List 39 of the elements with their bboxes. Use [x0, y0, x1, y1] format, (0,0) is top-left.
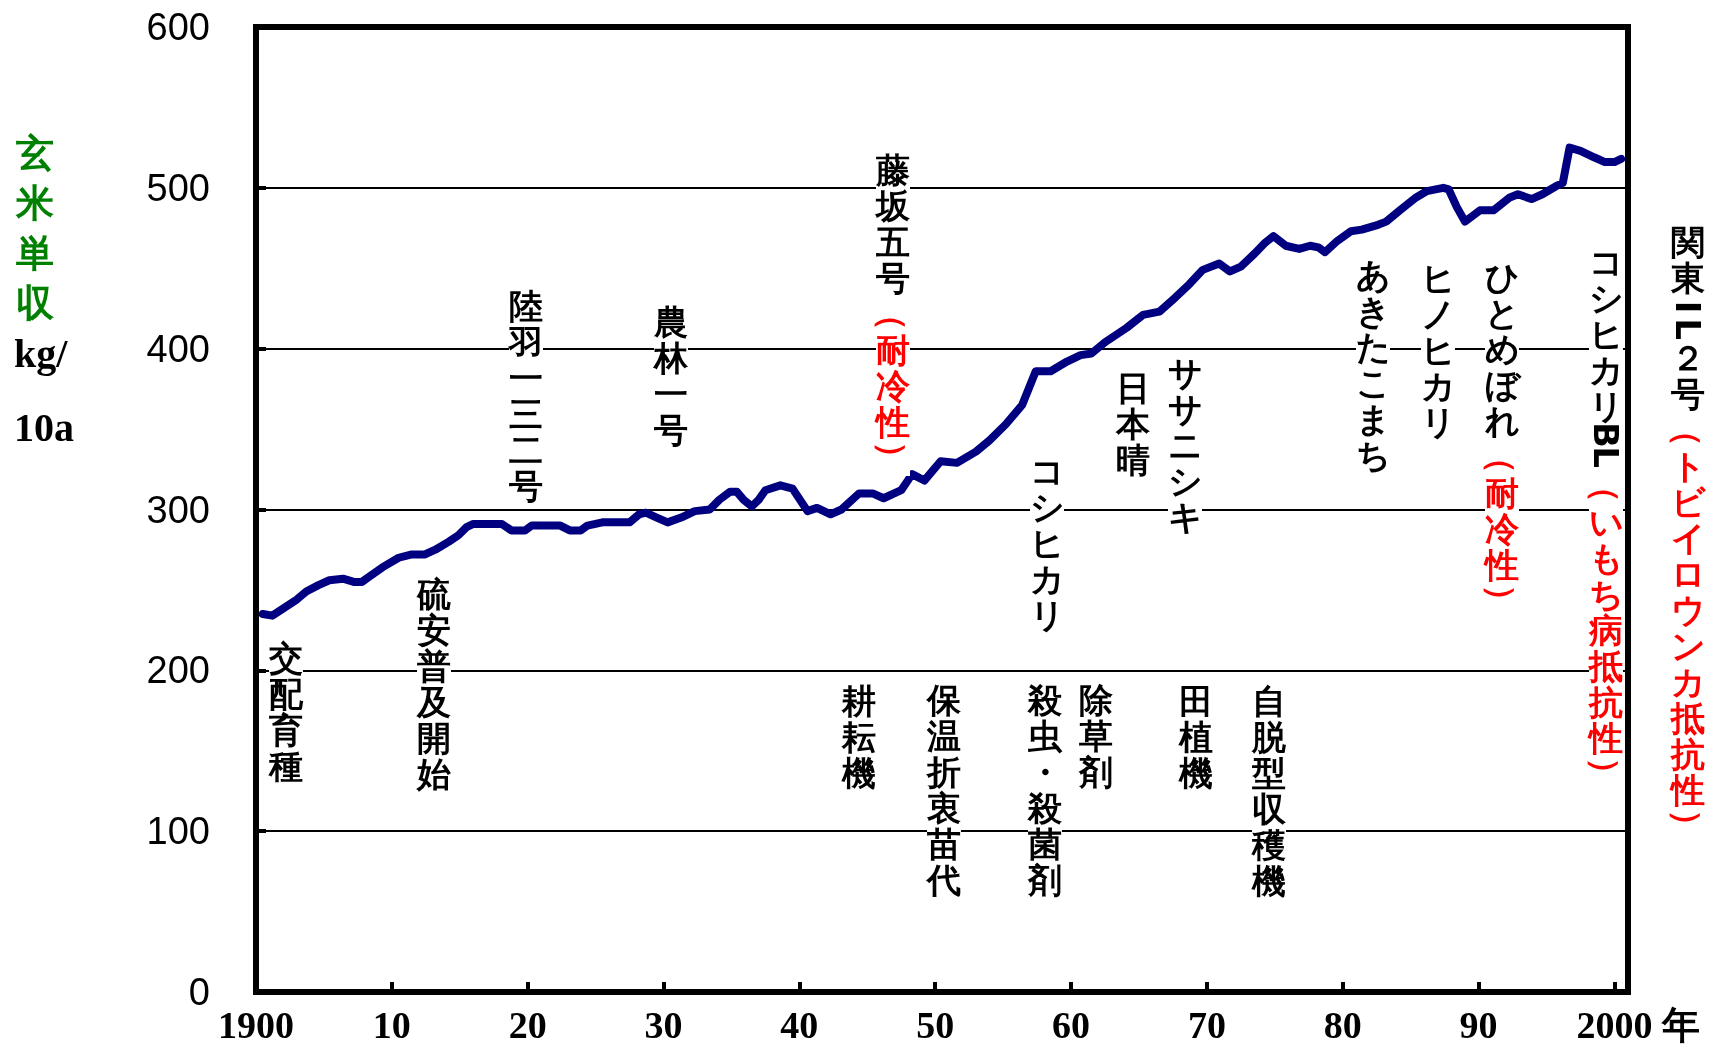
annotation: あきたこまち [1356, 255, 1391, 475]
text: 藤坂五号（耐冷性） [873, 150, 913, 475]
annotation: 田植機 [1179, 681, 1213, 793]
annotation: ヒノヒカリ [1421, 258, 1456, 442]
x-axis-title: 年 [1661, 1003, 1700, 1047]
y-tick-label: 200 [146, 649, 210, 692]
annotation: コシヒカリ [1030, 451, 1065, 635]
annotation: 殺虫・殺菌剤 [1028, 680, 1062, 900]
x-tick-label: 70 [1187, 1004, 1226, 1046]
x-tick-label: 60 [1052, 1004, 1091, 1046]
annotation: 日本晴 [1116, 368, 1150, 480]
x-tick-label: 1900 [218, 1004, 294, 1046]
y-tick-label: 600 [146, 6, 210, 48]
annotation: 交配育種 [269, 638, 303, 786]
y-tick-label: 100 [146, 810, 210, 853]
x-tick-label: 30 [644, 1004, 683, 1046]
x-tick-label: 2000 [1576, 1004, 1653, 1046]
x-tick-label: 10 [372, 1004, 411, 1046]
annotation: 除草剤 [1079, 680, 1113, 792]
y-tick-label: 500 [146, 166, 210, 209]
text: ひとめぼれ（耐冷性） [1482, 257, 1522, 618]
annotation: 農林一号 [654, 302, 688, 450]
annotation: 自脱型収穫機 [1252, 681, 1286, 901]
y-tick-label: 0 [188, 971, 210, 1013]
x-tick-label: 50 [916, 1004, 955, 1046]
y-tick-label: 300 [146, 488, 210, 531]
x-tick-label: 40 [780, 1004, 819, 1046]
x-tick-label: 90 [1459, 1004, 1498, 1046]
y-axis-title: 玄米単収kg/10a [14, 130, 74, 450]
x-tick-label: 80 [1323, 1004, 1362, 1046]
annotation: ササニシキ [1168, 353, 1203, 537]
text: 関東IL２号（トビイロウンカ抵抗性） [1668, 222, 1708, 843]
annotation: 硫安普及開始 [417, 574, 451, 794]
annotation: 耕耘機 [842, 681, 876, 793]
text: コシヒカリBL（いもち病抵抗性） [1586, 242, 1626, 791]
y-tick-label: 400 [146, 327, 210, 370]
x-tick-label: 20 [508, 1004, 547, 1046]
annotation: 保温折衷苗代 [927, 680, 961, 900]
annotation: 陸羽一三二号 [509, 286, 543, 506]
